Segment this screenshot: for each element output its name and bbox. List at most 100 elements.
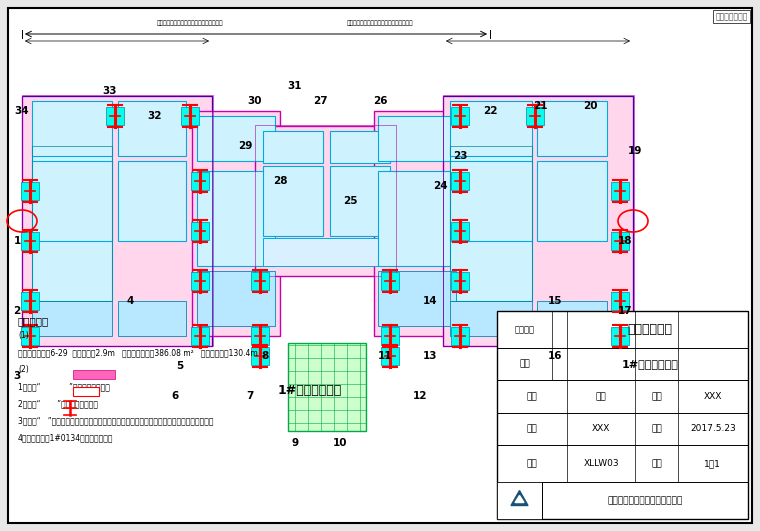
Text: 校核: 校核 <box>651 392 662 401</box>
Bar <box>443 96 633 346</box>
Bar <box>611 292 629 310</box>
Bar <box>21 232 39 250</box>
Bar <box>611 327 629 345</box>
Text: 34: 34 <box>14 106 30 116</box>
Text: 架体总覆盖宽度及覆钉管节点中心间距示意: 架体总覆盖宽度及覆钉管节点中心间距示意 <box>347 20 413 26</box>
Text: 17: 17 <box>618 306 632 316</box>
Text: 1: 1 <box>14 236 21 246</box>
Bar <box>32 146 112 301</box>
Bar <box>263 238 393 266</box>
Bar <box>263 166 323 236</box>
Bar <box>526 107 544 125</box>
Bar <box>611 182 629 200</box>
Text: (1): (1) <box>18 331 29 340</box>
Bar <box>191 272 209 290</box>
Bar <box>191 222 209 240</box>
Bar <box>251 272 269 290</box>
Text: 架体覆盖层数：6-29  标准层距：2.9m   单层覆钉面积：386.08 m²   覆钉外围长：130.4m: 架体覆盖层数：6-29 标准层距：2.9m 单层覆钉面积：386.08 m² 覆… <box>18 348 258 357</box>
Text: 新力龙湾项目: 新力龙湾项目 <box>628 323 673 336</box>
Text: 11: 11 <box>378 351 392 361</box>
Text: 1、图中“            ”表示标准支撑机；: 1、图中“ ”表示标准支撑机； <box>18 382 110 391</box>
Text: 22: 22 <box>483 106 497 116</box>
Bar <box>32 301 112 336</box>
Text: 23: 23 <box>453 151 467 161</box>
Text: 比例: 比例 <box>651 459 662 468</box>
Text: 26: 26 <box>372 96 388 106</box>
Text: 项目名称: 项目名称 <box>515 325 534 334</box>
Text: 29: 29 <box>238 141 252 151</box>
Bar <box>191 327 209 345</box>
Text: (2): (2) <box>18 365 29 374</box>
Text: 2017.5.23: 2017.5.23 <box>690 424 736 433</box>
Bar <box>191 172 209 190</box>
Bar <box>288 343 366 431</box>
Text: 1#楼机位布置图: 1#楼机位布置图 <box>278 384 342 398</box>
Text: 4、本工程共量1#0134座升降架手架。: 4、本工程共量1#0134座升降架手架。 <box>18 433 113 442</box>
Bar <box>21 182 39 200</box>
Bar <box>450 146 532 301</box>
Bar <box>450 146 532 301</box>
Bar <box>443 95 634 346</box>
Bar <box>251 327 269 345</box>
Text: 技术说明：: 技术说明： <box>18 316 49 326</box>
Bar <box>118 301 186 336</box>
Bar <box>22 96 212 346</box>
Text: 2、图中“       ”表示非标支撑机；: 2、图中“ ”表示非标支撑机； <box>18 399 98 408</box>
Bar <box>330 131 390 163</box>
Text: 14: 14 <box>423 296 437 306</box>
Text: 12: 12 <box>413 391 427 401</box>
Bar <box>381 347 399 365</box>
Text: 日期: 日期 <box>651 424 662 433</box>
Text: 仅供本工程使用: 仅供本工程使用 <box>716 12 748 21</box>
Bar <box>22 95 213 346</box>
Text: 27: 27 <box>312 96 328 106</box>
Text: 16: 16 <box>548 351 562 361</box>
Text: 2: 2 <box>14 306 21 316</box>
Text: 图号: 图号 <box>527 459 537 468</box>
Text: 19: 19 <box>628 146 642 156</box>
Bar <box>73 387 99 396</box>
Bar <box>255 126 395 276</box>
Bar <box>450 101 532 156</box>
Bar <box>330 166 390 236</box>
Bar <box>73 370 115 379</box>
Text: 审核: 审核 <box>527 424 537 433</box>
Text: 25: 25 <box>343 196 357 206</box>
Bar <box>32 161 112 241</box>
Bar <box>611 232 629 250</box>
Bar <box>255 125 396 276</box>
Bar <box>378 171 456 266</box>
Bar <box>197 271 275 326</box>
Bar <box>181 107 199 125</box>
Bar <box>451 222 469 240</box>
Bar <box>32 146 112 301</box>
Bar <box>192 111 280 336</box>
Text: 32: 32 <box>147 111 162 121</box>
Bar <box>378 116 456 161</box>
Text: 图名: 图名 <box>519 359 530 369</box>
Bar <box>118 161 186 241</box>
Bar <box>537 301 607 336</box>
Bar <box>197 116 275 161</box>
Bar <box>497 482 542 519</box>
Text: 架体总覆盖宽度及覆钉管节点中心间距示意: 架体总覆盖宽度及覆钉管节点中心间距示意 <box>157 20 223 26</box>
Bar <box>374 111 462 336</box>
Bar <box>451 272 469 290</box>
Bar <box>21 327 39 345</box>
Bar <box>118 101 186 156</box>
Text: 设计: 设计 <box>527 392 537 401</box>
Bar <box>378 271 456 326</box>
Bar <box>263 131 323 163</box>
Text: 21: 21 <box>533 101 547 111</box>
Text: 13: 13 <box>423 351 437 361</box>
Bar <box>450 301 532 336</box>
Text: 10: 10 <box>333 438 347 448</box>
Text: XXX: XXX <box>592 424 610 433</box>
Text: 3: 3 <box>14 371 21 381</box>
Text: XLLW03: XLLW03 <box>584 459 619 468</box>
Text: 1#楼机位布置图: 1#楼机位布置图 <box>622 359 679 369</box>
Text: 5: 5 <box>176 361 184 371</box>
Text: 24: 24 <box>432 181 448 191</box>
Text: 周鬼: 周鬼 <box>596 392 606 401</box>
Text: 28: 28 <box>273 176 287 186</box>
